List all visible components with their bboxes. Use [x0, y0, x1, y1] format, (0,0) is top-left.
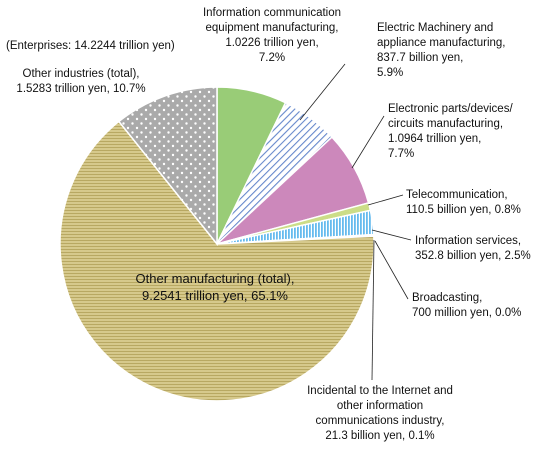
- slice-label: Telecommunication, 110.5 billion yen, 0.8…: [406, 189, 521, 216]
- slice-label-line: 1.0964 trillion yen,: [388, 133, 481, 145]
- slice-label: Other industries (total), 1.5283 trillion…: [16, 68, 145, 95]
- slice-label-line: Electric Machinery and: [377, 22, 493, 34]
- slice-label-line: 110.5 billion yen, 0.8%: [406, 204, 521, 216]
- slice-label-line: equipment manufacturing,: [206, 22, 339, 34]
- total-note: (Enterprises: 14.2244 trillion yen): [6, 40, 175, 52]
- leader-line: [351, 115, 385, 169]
- leader-line: [367, 194, 404, 206]
- slice-label-line: 5.9%: [377, 67, 403, 79]
- slice-label-line: communications industry,: [316, 415, 445, 427]
- slice-label-line: 21.3 billion yen, 0.1%: [325, 430, 434, 442]
- slice-label-line: Broadcasting,: [412, 292, 482, 304]
- slice-label-line: Incidental to the Internet and: [307, 385, 453, 397]
- slice-label-line: appliance manufacturing,: [377, 37, 506, 49]
- slice-label: Other manufacturing (total), 9.2541 trill…: [136, 271, 295, 303]
- slice-label-line: 1.0226 trillion yen,: [225, 37, 318, 49]
- leader-line: [371, 229, 412, 241]
- slice-label-line: 7.7%: [388, 148, 414, 160]
- slice-label-line: other information: [337, 400, 423, 412]
- slice-label-line: Information communication: [203, 7, 341, 19]
- slice-label-line: Telecommunication,: [406, 189, 508, 201]
- slice-label: Incidental to the Internet and other info…: [307, 385, 453, 442]
- slice-label-line: circuits manufacturing,: [388, 118, 503, 130]
- pie-slice-other-industries-total: [117, 86, 218, 247]
- leader-line: [374, 240, 409, 300]
- slice-label-line: 700 million yen, 0.0%: [412, 307, 521, 319]
- slice-label-line: Information services,: [415, 235, 521, 247]
- slice-label-line: 352.8 billion yen, 2.5%: [415, 250, 531, 262]
- slice-label-line: Other industries (total),: [23, 68, 140, 80]
- slice-label: Electric Machinery and appliance manufact…: [377, 22, 506, 79]
- slice-label-line: Electronic parts/devices/: [388, 103, 513, 115]
- slice-label: Information services, 352.8 billion yen, …: [415, 235, 531, 262]
- slice-label: Information communication equipment manuf…: [203, 7, 341, 64]
- slice-label-line: 9.2541 trillion yen, 65.1%: [142, 288, 288, 303]
- slice-label-line: 1.5283 trillion yen, 10.7%: [16, 83, 145, 95]
- pie-slice-other-manufacturing-total: [59, 120, 375, 402]
- leader-line: [299, 63, 346, 121]
- leader-line: [371, 239, 375, 381]
- slice-label-line: 837.7 billion yen,: [377, 52, 463, 64]
- slice-label: Electronic parts/devices/circuits manufa…: [388, 103, 513, 160]
- slice-label-line: 7.2%: [259, 52, 285, 64]
- slice-label-line: Other manufacturing (total),: [136, 271, 295, 286]
- slice-label: Broadcasting, 700 million yen, 0.0%: [412, 292, 521, 319]
